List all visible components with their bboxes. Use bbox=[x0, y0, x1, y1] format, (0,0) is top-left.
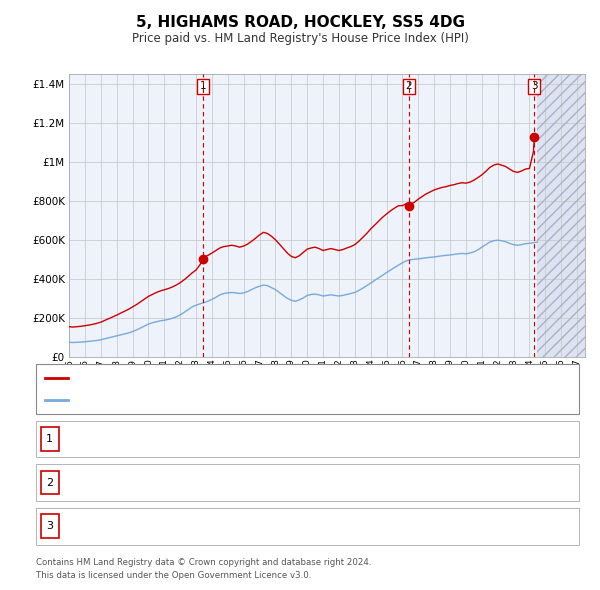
Text: Contains HM Land Registry data © Crown copyright and database right 2024.: Contains HM Land Registry data © Crown c… bbox=[36, 558, 371, 567]
Text: This data is licensed under the Open Government Licence v3.0.: This data is licensed under the Open Gov… bbox=[36, 571, 311, 580]
Text: 5, HIGHAMS ROAD, HOCKLEY, SS5 4DG: 5, HIGHAMS ROAD, HOCKLEY, SS5 4DG bbox=[136, 15, 464, 30]
Text: 5, HIGHAMS ROAD, HOCKLEY, SS5 4DG (detached house): 5, HIGHAMS ROAD, HOCKLEY, SS5 4DG (detac… bbox=[74, 373, 359, 383]
Text: HPI: Average price, detached house, Rochford: HPI: Average price, detached house, Roch… bbox=[74, 395, 302, 405]
Text: 3: 3 bbox=[531, 81, 538, 91]
Text: 2: 2 bbox=[46, 478, 53, 487]
Bar bbox=[538, 74, 585, 357]
Text: 1: 1 bbox=[46, 434, 53, 444]
Text: £1,125,000: £1,125,000 bbox=[223, 522, 281, 531]
Text: 10-JUN-2003: 10-JUN-2003 bbox=[72, 434, 138, 444]
Text: 2: 2 bbox=[406, 81, 412, 91]
Text: Price paid vs. HM Land Registry's House Price Index (HPI): Price paid vs. HM Land Registry's House … bbox=[131, 32, 469, 45]
Text: 3: 3 bbox=[46, 522, 53, 531]
Text: 1: 1 bbox=[200, 81, 206, 91]
Text: 73% ↑ HPI: 73% ↑ HPI bbox=[350, 478, 406, 487]
Bar bbox=[538, 74, 585, 357]
Text: 27-MAY-2016: 27-MAY-2016 bbox=[71, 478, 139, 487]
Text: £775,000: £775,000 bbox=[227, 478, 277, 487]
Text: 100% ↑ HPI: 100% ↑ HPI bbox=[347, 522, 409, 531]
Text: 89% ↑ HPI: 89% ↑ HPI bbox=[350, 434, 406, 444]
Text: £499,995: £499,995 bbox=[227, 434, 277, 444]
Text: 22-APR-2024: 22-APR-2024 bbox=[71, 522, 139, 531]
